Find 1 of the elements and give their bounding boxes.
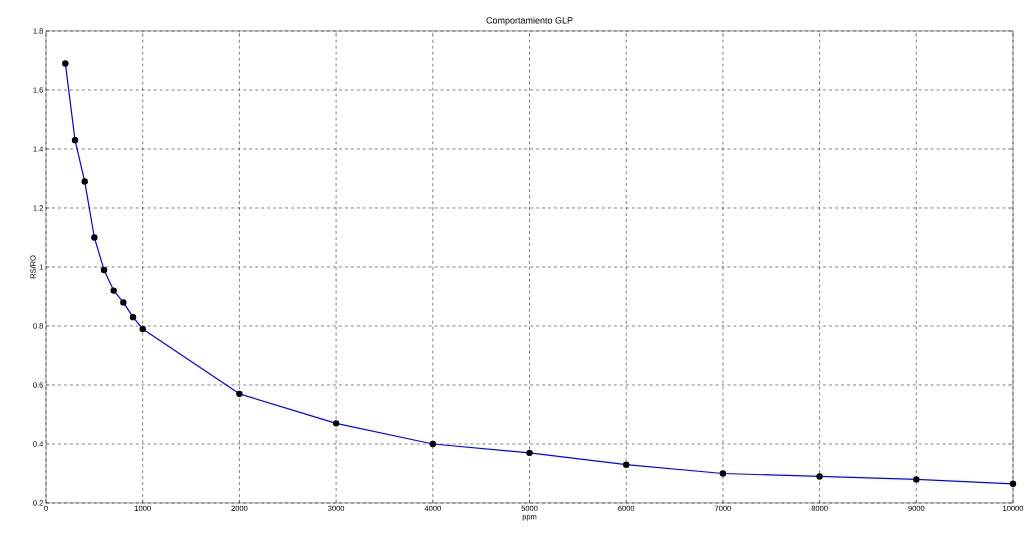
chart-title: Comportamiento GLP: [486, 16, 573, 26]
